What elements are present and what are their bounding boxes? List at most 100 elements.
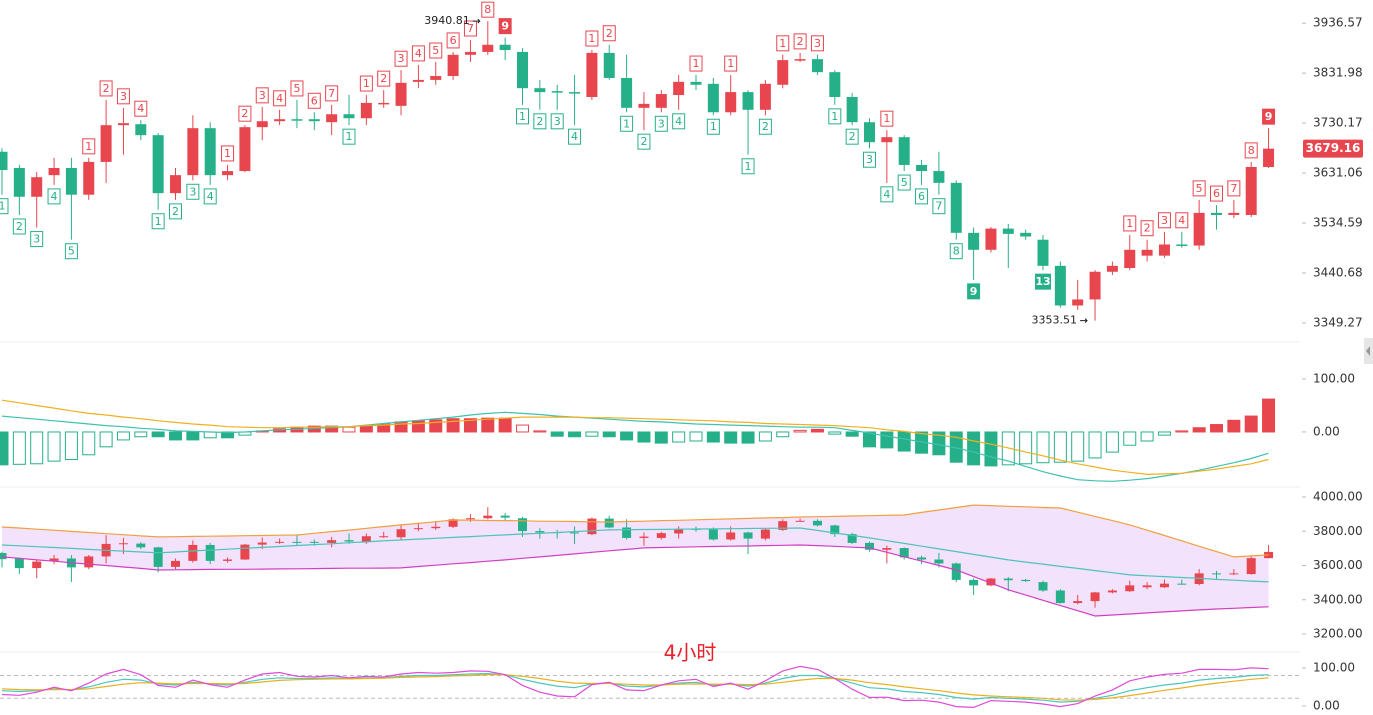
td-label: 3 (866, 153, 873, 166)
candle-body (275, 541, 285, 543)
td-label: 1 (155, 215, 162, 228)
macd-bar (169, 431, 182, 441)
candle-body (968, 232, 980, 250)
td-label: 4 (571, 130, 578, 143)
candle-body (344, 540, 354, 542)
macd-bar (724, 431, 738, 444)
td-label-box (273, 90, 287, 107)
y-tick-label: 0.00 (1313, 698, 1340, 712)
macd-bar (481, 417, 495, 433)
indicator-line (1, 674, 1269, 701)
candle-body (742, 92, 754, 110)
candle-body (603, 52, 615, 78)
candle-body (0, 151, 8, 171)
td-label-box (724, 55, 738, 72)
macd-bar (533, 430, 547, 433)
macd-bar (828, 431, 842, 435)
candle-body (256, 121, 268, 128)
td-label: 4 (207, 190, 214, 203)
macd-bar (1244, 415, 1258, 433)
y-tick-label: 4000.00 (1313, 490, 1363, 504)
td-label: 2 (640, 135, 647, 148)
td-label: 1 (710, 120, 717, 133)
candle-body (1073, 601, 1083, 604)
td-label: 8 (1248, 144, 1255, 157)
td-label-box (932, 198, 946, 215)
td-label-box (967, 283, 981, 300)
td-label-box (47, 188, 61, 205)
td-label-box (949, 243, 963, 260)
macd-bar (845, 431, 859, 437)
td-label: 2 (849, 130, 856, 143)
td-label: 4 (137, 102, 144, 115)
candle-body (1177, 583, 1187, 585)
td-label: 7 (328, 87, 335, 100)
td-label-box (169, 203, 182, 220)
td-label: 1 (883, 112, 890, 125)
candle-body (308, 119, 320, 122)
macd-bar (602, 431, 616, 438)
macd-bar (984, 431, 998, 467)
candle-body (170, 175, 181, 194)
candle-body (708, 529, 718, 540)
macd-bar (776, 431, 790, 438)
td-label-box (810, 35, 824, 52)
indicator-line (1, 527, 1269, 583)
candle-body (587, 518, 597, 535)
td-label-box (255, 87, 269, 104)
td-label: 6 (1213, 187, 1220, 200)
td-label: 9 (1265, 110, 1273, 123)
td-label: 1 (779, 37, 786, 50)
candle-body (465, 518, 475, 520)
td-label-box (602, 25, 616, 42)
y-tick-label: 3600.00 (1313, 558, 1363, 572)
td-label-box (359, 75, 373, 92)
candle-body (360, 102, 372, 119)
candle-body (13, 168, 25, 197)
candle-body (865, 542, 874, 550)
candle-body (1072, 299, 1084, 306)
period-label: 4小时 (664, 641, 717, 665)
td-label-box (481, 1, 495, 18)
td-label: 7 (467, 22, 474, 35)
y-tick-label: 3440.68 (1313, 266, 1363, 280)
macd-bar (1262, 398, 1276, 433)
candle-body (257, 542, 267, 545)
candle-body (673, 81, 685, 96)
candle-body (846, 97, 858, 123)
candle-body (969, 579, 979, 586)
td-label: 4 (415, 47, 422, 60)
macd-bar (359, 425, 373, 433)
candle-body (639, 536, 649, 538)
candle-body (84, 556, 94, 568)
candle-body (292, 541, 302, 543)
macd-bar (1088, 431, 1102, 459)
td-label: 6 (450, 34, 457, 47)
td-label-box (915, 188, 929, 205)
td-label-box (516, 108, 529, 125)
macd-bar (897, 431, 911, 452)
y-tick-label: 3349.27 (1313, 315, 1363, 329)
macd-bar (654, 431, 668, 444)
candle-body (570, 532, 580, 534)
macd-bar (793, 429, 807, 433)
macd-bar (1019, 431, 1033, 465)
td-label-box (585, 30, 599, 47)
candle-body (882, 548, 892, 550)
td-label-box (654, 115, 668, 132)
y-tick-label: 3200.00 (1313, 627, 1363, 641)
candle-body (986, 578, 996, 586)
macd-bar (498, 417, 512, 433)
macd-bar (516, 424, 529, 433)
td-label: 2 (16, 220, 23, 233)
candle-body (100, 125, 112, 162)
td-label-box (1227, 180, 1241, 197)
indicator-line (1, 411, 1269, 482)
candle-body (379, 536, 389, 538)
candle-body (1037, 239, 1049, 266)
candle-body (413, 528, 423, 530)
macd-bar (342, 426, 356, 433)
candle-body (811, 59, 823, 73)
candle-body (223, 559, 233, 561)
td-label-box (99, 80, 113, 97)
